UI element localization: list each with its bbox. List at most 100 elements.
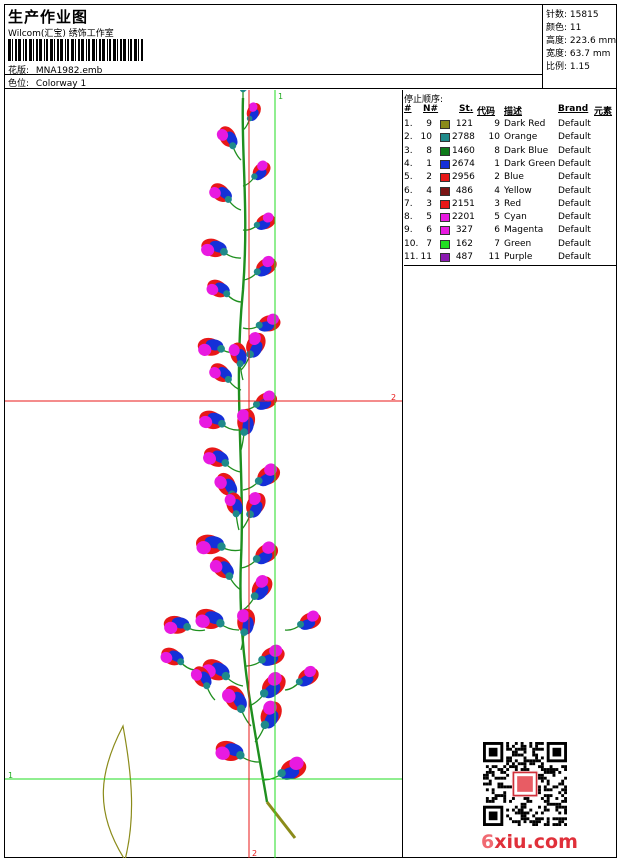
color-swatch [440,146,450,156]
colorway-value: Colorway 1 [35,79,87,89]
color-sequence-panel: 停止顺序: # N# St. 代码 描述 Brand 元素 1. 9 121 9 Dar… [404,90,616,266]
color-swatch [440,213,450,223]
watermark-logo: 6xiu.com [481,831,578,853]
color-description: Dark Red [504,119,546,129]
color-swatch [440,133,450,143]
design-preview: 1 2 1 2 [5,90,403,858]
color-row: 5. 2 2956 2 Blue Default [404,172,616,185]
barcode-image [8,39,143,61]
color-brand: Default [558,132,591,143]
color-brand: Default [558,145,591,156]
color-stitch-count: 2956 [452,172,475,183]
color-brand: Default [558,225,591,236]
color-row: 8. 5 2201 5 Cyan Default [404,212,616,225]
color-swatch [440,226,450,236]
color-code: 10 [488,132,500,143]
color-description: Green [504,238,532,249]
color-description: Blue [504,172,524,183]
color-needle: 1 [426,158,432,169]
color-code: 6 [494,225,500,236]
color-description: Yellow [504,185,532,196]
stat-height: 高度: 223.6 mm [546,36,617,46]
color-needle: 11 [420,252,432,262]
color-swatch [440,173,450,183]
guide-marker-bottom: 2 [252,849,257,858]
stat-scale: 比例: 1.15 [546,62,590,72]
color-brand: Default [558,252,591,262]
color-code: 2 [494,172,500,183]
color-stitch-count: 2201 [452,212,475,223]
color-stitch-count: 486 [455,185,473,196]
color-index: 10. [404,238,419,249]
color-row: 4. 1 2674 1 Dark Green Default [404,159,616,172]
colorway-label: 色位: [8,79,30,89]
color-row: 9. 6 327 6 Magenta Default [404,225,616,238]
color-stitch-count: 162 [455,238,473,249]
color-brand: Default [558,198,591,209]
color-swatch [440,159,450,169]
color-code: 8 [494,145,500,156]
color-row: 11. 11 487 11 Purple Default [404,252,616,265]
col-header-brand: Brand [558,104,589,114]
color-stitch-count: 487 [455,252,473,262]
color-row: 2. 10 2788 10 Orange Default [404,132,616,145]
stop-sequence-label: 停止顺序: [404,95,444,105]
col-header-element: 元素 [594,107,613,117]
color-row: 1. 9 121 9 Dark Red Default [404,119,616,132]
company-name: Wilcom(汇宝) 绣饰工作室 [8,29,114,39]
embroidery-design-image: 1 2 1 2 [5,90,402,858]
color-row: 6. 4 486 4 Yellow Default [404,186,616,199]
color-index: 7. [404,198,413,209]
color-needle: 3 [426,198,432,209]
color-index: 6. [404,185,413,196]
col-header-description: 描述 [504,107,523,117]
color-brand: Default [558,119,591,129]
color-needle: 10 [420,132,432,143]
color-stitch-count: 327 [455,225,473,236]
color-needle: 5 [426,212,432,223]
color-needle: 9 [426,119,432,129]
color-index: 2. [404,132,413,143]
color-brand: Default [558,172,591,183]
production-worksheet: 生产作业图 Wilcom(汇宝) 绣饰工作室 花版: MNA1982.emb 色… [4,4,617,858]
color-swatch [440,239,450,249]
col-header-needle: N# [423,104,439,114]
color-needle: 4 [426,185,432,196]
color-brand: Default [558,185,591,196]
color-code: 3 [494,198,500,209]
guide-marker-left: 1 [8,771,13,780]
color-row: 10. 7 162 7 Green Default [404,239,616,252]
color-description: Dark Blue [504,145,549,156]
design-file-label: 花版: [8,66,30,76]
color-index: 8. [404,212,413,223]
color-index: 11. [404,252,419,262]
col-header-code: 代码 [477,107,496,117]
color-description: Red [504,198,522,209]
design-file-value: MNA1982.emb [35,66,103,76]
col-header-index: # [404,104,412,114]
color-index: 3. [404,145,413,156]
color-code: 9 [494,119,500,129]
stat-stitches: 针数: 15815 [546,10,599,20]
color-stitch-count: 2674 [452,158,475,169]
color-stitch-count: 1460 [452,145,475,156]
color-swatch [440,253,450,262]
color-brand: Default [558,238,591,249]
color-needle: 8 [426,145,432,156]
worksheet-header: 生产作业图 Wilcom(汇宝) 绣饰工作室 花版: MNA1982.emb 色… [5,5,616,89]
page-title: 生产作业图 [8,8,89,26]
color-description: Magenta [504,225,544,236]
color-swatch [440,199,450,209]
design-file-line: 花版: MNA1982.emb [8,63,102,76]
color-index: 4. [404,158,413,169]
colorway-line: 色位: Colorway 1 [8,76,86,89]
color-index: 1. [404,119,413,129]
color-row: 3. 8 1460 8 Dark Blue Default [404,146,616,159]
color-needle: 6 [426,225,432,236]
col-header-stitches: St. [459,104,474,114]
color-stitch-count: 2151 [452,198,475,209]
design-stats: 针数: 15815 颜色: 11 高度: 223.6 mm 宽度: 63.7 m… [542,5,616,89]
color-brand: Default [558,158,591,169]
color-code: 11 [488,252,500,262]
color-index: 5. [404,172,413,183]
